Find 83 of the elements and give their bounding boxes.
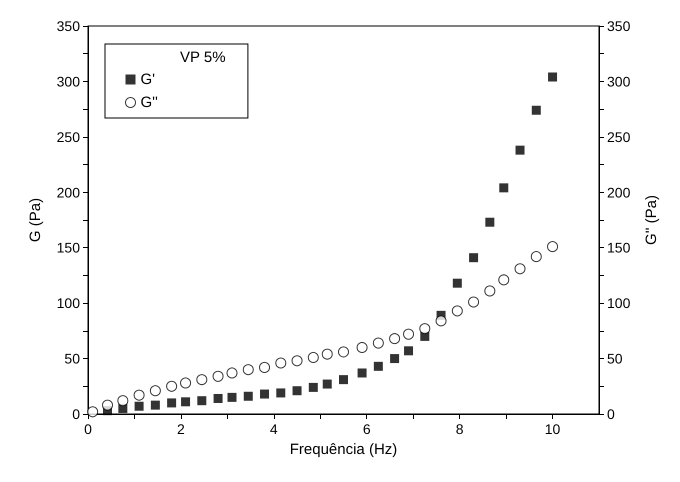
- point: [469, 253, 478, 262]
- y2-tick-label: 300: [607, 73, 631, 90]
- x-tick-label: 4: [270, 421, 278, 437]
- point: [403, 328, 414, 340]
- point: [276, 388, 286, 398]
- point: [242, 364, 254, 376]
- point: [548, 72, 558, 82]
- point: [87, 406, 98, 418]
- x-axis-title: Frequência (Hz): [290, 441, 398, 458]
- point: [166, 380, 178, 392]
- point: [308, 352, 319, 363]
- point: [468, 296, 480, 308]
- point: [530, 251, 542, 262]
- point: [117, 395, 128, 406]
- point: [356, 342, 368, 353]
- point: [102, 400, 114, 411]
- point: [292, 386, 302, 396]
- point: [308, 382, 318, 392]
- point: [452, 278, 462, 288]
- y-tick-label: 100: [56, 295, 80, 312]
- point: [196, 374, 208, 386]
- point: [260, 390, 270, 399]
- y2-tick-label: 150: [607, 240, 631, 256]
- y2-tick-label: 250: [607, 128, 631, 145]
- y-tick-label: 250: [56, 128, 80, 145]
- point: [374, 362, 383, 371]
- y2-tick-label: 350: [607, 18, 631, 34]
- point: [134, 390, 145, 401]
- point: [514, 263, 526, 274]
- y2-tick-label: 0: [607, 406, 615, 422]
- point: [484, 285, 496, 296]
- x-tick-label: 2: [177, 421, 186, 437]
- point: [226, 367, 238, 378]
- point: [339, 375, 348, 384]
- point: [212, 370, 224, 382]
- legend-label: G'': [140, 94, 158, 111]
- point: [547, 241, 558, 252]
- x-tick-label: 0: [84, 421, 92, 437]
- point: [275, 358, 286, 369]
- point: [485, 218, 494, 227]
- y-tick-label: 200: [56, 184, 80, 200]
- point: [322, 348, 333, 360]
- point: [292, 355, 303, 366]
- point: [134, 402, 144, 411]
- x-tick-label: 10: [544, 421, 561, 437]
- point: [197, 396, 206, 406]
- y-axis-title: G (Pa): [27, 198, 44, 242]
- y-tick-label: 0: [72, 406, 80, 422]
- point: [167, 398, 176, 408]
- point: [322, 380, 332, 389]
- point: [181, 397, 190, 406]
- y-tick-label: 350: [56, 18, 80, 34]
- point: [390, 354, 400, 364]
- point: [516, 146, 525, 155]
- point: [419, 323, 430, 334]
- y2-axis-title: G'' (Pa): [643, 195, 660, 245]
- point: [389, 333, 400, 344]
- point: [358, 368, 367, 378]
- y2-tick-label: 50: [607, 350, 623, 367]
- point: [404, 346, 414, 356]
- point: [498, 274, 510, 286]
- point: [436, 315, 447, 326]
- legend-label: G': [140, 71, 156, 88]
- point: [338, 346, 349, 358]
- point: [372, 338, 384, 349]
- point: [180, 377, 192, 388]
- legend-title: VP 5%: [180, 49, 226, 66]
- y-tick-label: 300: [56, 73, 80, 90]
- point: [150, 400, 160, 410]
- point: [228, 392, 237, 402]
- point: [214, 394, 223, 403]
- point: [244, 392, 253, 401]
- point: [452, 305, 463, 316]
- x-tick-label: 6: [362, 421, 371, 437]
- point: [150, 385, 161, 396]
- point: [259, 362, 270, 373]
- y2-tick-label: 200: [607, 184, 631, 200]
- y2-tick-label: 100: [607, 295, 631, 312]
- point: [499, 183, 508, 192]
- y-tick-label: 50: [64, 350, 80, 367]
- y-tick-label: 150: [56, 240, 80, 256]
- point: [532, 106, 541, 115]
- x-tick-label: 8: [456, 421, 464, 437]
